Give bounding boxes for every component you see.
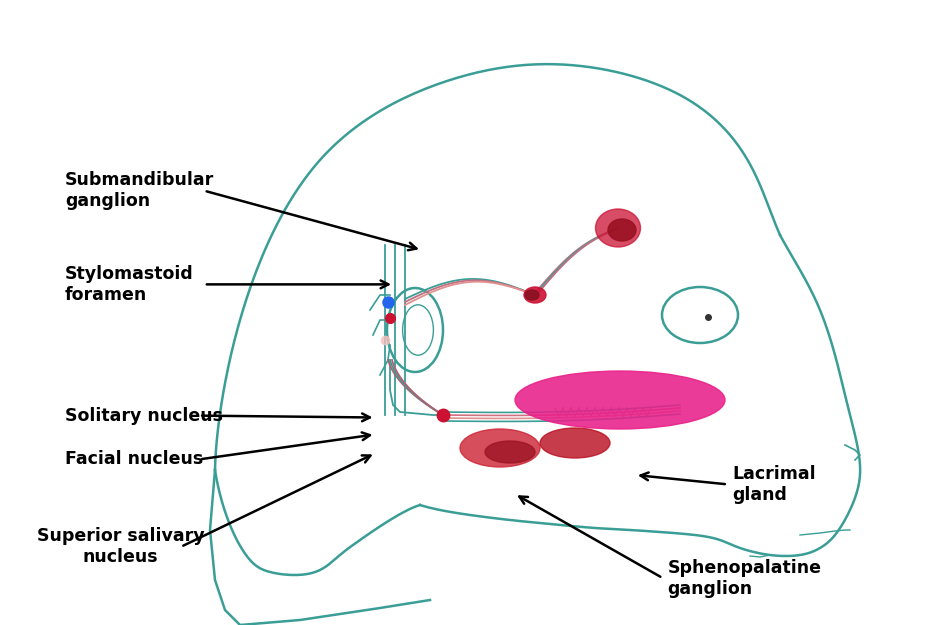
Ellipse shape [540,428,610,458]
Ellipse shape [524,287,546,303]
Ellipse shape [608,219,636,241]
Ellipse shape [485,441,535,463]
Ellipse shape [595,209,641,247]
Text: Lacrimal
gland: Lacrimal gland [732,465,816,504]
Text: Sphenopalatine
ganglion: Sphenopalatine ganglion [667,559,821,598]
Text: Solitary nucleus: Solitary nucleus [65,407,222,424]
Ellipse shape [515,371,725,429]
Ellipse shape [460,429,540,467]
Text: Facial nucleus: Facial nucleus [65,451,203,468]
Text: Superior salivary
nucleus: Superior salivary nucleus [37,528,204,566]
Text: Stylomastoid
foramen: Stylomastoid foramen [65,265,194,304]
Ellipse shape [525,290,539,300]
Text: Submandibular
ganglion: Submandibular ganglion [65,171,214,210]
